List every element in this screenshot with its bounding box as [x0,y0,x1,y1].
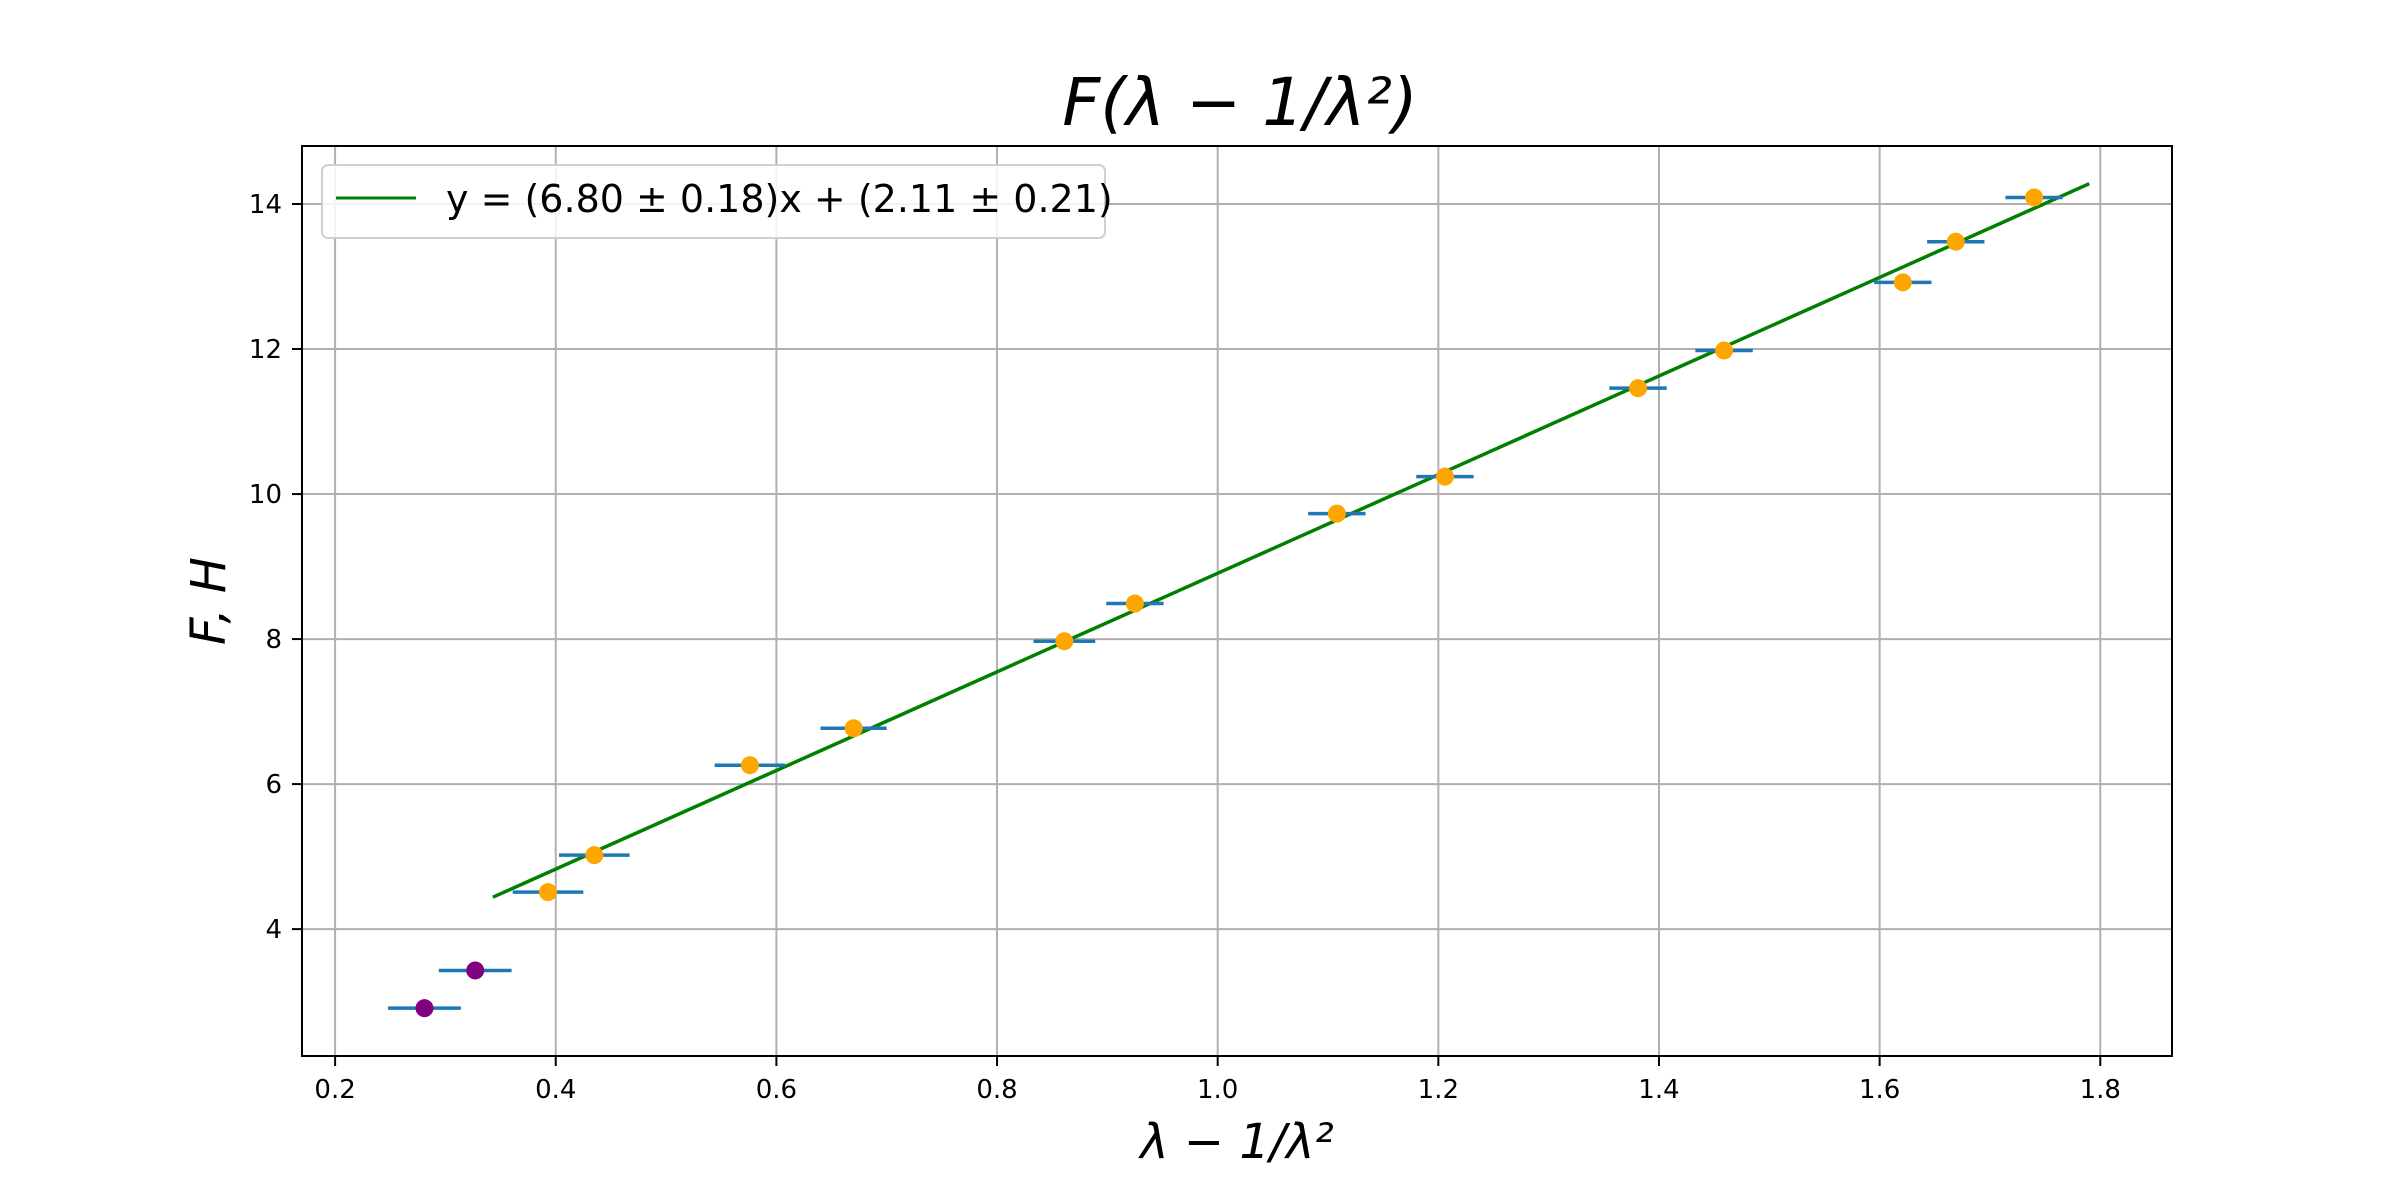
data-point [1055,632,1074,651]
data-point [466,961,485,980]
y-tick-label: 12 [249,335,282,365]
chart-title: F(λ − 1/λ²) [1062,64,1418,141]
y-tick-label: 4 [265,915,282,945]
series-layer [388,182,2090,1018]
data-point [740,756,759,775]
fit-line [492,182,2090,899]
data-point [1893,273,1912,292]
data-point [1946,232,1965,251]
y-tick-label: 6 [265,770,282,800]
data-point [1715,341,1734,360]
y-tick-label: 14 [249,190,282,220]
x-tick-label: 0.4 [535,1075,576,1105]
plot-frame [301,145,2173,1057]
data-point [539,883,558,902]
x-tick-label: 1.8 [2080,1075,2121,1105]
x-tick-label: 0.2 [314,1075,355,1105]
data-point [1435,467,1454,486]
legend-box [321,164,1106,239]
data-point [585,846,604,865]
x-axis-ticks: 0.2 0.4 0.6 0.8 1.0 1.2 1.4 1.6 1.8 [314,1056,2121,1105]
data-point [844,719,863,738]
data-point [1629,379,1648,398]
x-tick-label: 0.6 [756,1075,797,1105]
x-tick-label: 1.6 [1859,1075,1900,1105]
x-tick-label: 1.0 [1197,1075,1238,1105]
x-axis-label: λ − 1/λ² [1137,1114,1334,1170]
legend-label: y = (6.80 ± 0.18)x + (2.11 ± 0.21) [446,177,1113,221]
y-axis-ticks: 4 6 8 10 12 14 [249,190,302,945]
y-tick-label: 8 [265,625,282,655]
grid [302,146,2172,1056]
y-tick-label: 10 [249,480,282,510]
x-tick-label: 1.4 [1638,1075,1679,1105]
data-point [2025,188,2044,207]
data-point [1327,504,1346,523]
data-point [415,999,434,1018]
x-tick-label: 0.8 [976,1075,1017,1105]
x-tick-label: 1.2 [1418,1075,1459,1105]
data-point [1125,594,1144,613]
legend: y = (6.80 ± 0.18)x + (2.11 ± 0.21) [321,164,1113,239]
y-axis-label: F, H [181,557,237,645]
